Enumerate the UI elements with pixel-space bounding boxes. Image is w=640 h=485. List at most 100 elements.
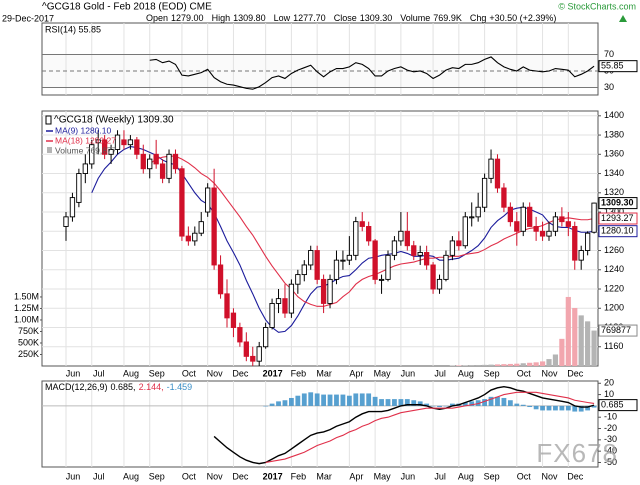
- candle-body: [230, 312, 237, 328]
- histogram-bar: [276, 401, 281, 406]
- histogram-bar: [321, 394, 326, 406]
- candle-body: [436, 278, 443, 290]
- candle-body: [282, 298, 288, 314]
- histogram-bar: [308, 392, 314, 406]
- x-tick-label: Oct: [517, 368, 532, 378]
- candle-body: [346, 254, 353, 261]
- histogram-bar: [578, 405, 584, 412]
- y-tick-label: 1240: [604, 264, 624, 274]
- histogram-bar: [482, 399, 487, 406]
- candle-body: [488, 158, 494, 179]
- volume-bar: [469, 365, 475, 366]
- rsi-line: [149, 56, 595, 90]
- x-tick-label: Oct: [182, 368, 197, 378]
- x-tick-label: Feb: [291, 471, 307, 481]
- x-tick-label: Mar: [316, 471, 332, 481]
- volume-bar: [546, 359, 552, 366]
- watermark: FX678: [536, 438, 618, 468]
- candle-body: [533, 226, 539, 232]
- quote-label: Low: [274, 13, 291, 23]
- x-tick-label: Sep: [484, 368, 500, 378]
- y-tick-label: -40: [604, 446, 617, 456]
- y-tick-label: -20: [604, 423, 617, 433]
- volume-bar: [456, 365, 462, 366]
- macd-line: [213, 385, 595, 465]
- candle-body: [301, 264, 307, 276]
- panel-label: MACD(12,26,9) 0.685, 2.144, -1.459: [45, 382, 192, 392]
- x-tick-label: Jul: [93, 368, 105, 378]
- y-tick-label: 70: [604, 49, 614, 59]
- histogram-bar: [327, 394, 333, 406]
- candle-body: [320, 278, 327, 304]
- quote-label: High: [212, 13, 231, 23]
- histogram-bar: [507, 400, 513, 406]
- moving-average: [149, 155, 595, 307]
- value-box: [598, 60, 638, 73]
- x-tick-label: Jun: [66, 368, 81, 378]
- x-tick-label: Apr: [349, 368, 363, 378]
- histogram-bar: [379, 399, 384, 406]
- candle-body: [114, 134, 121, 150]
- candle-body: [404, 230, 410, 247]
- quote-date: 29-Dec-2017: [2, 13, 54, 23]
- histogram-bar: [565, 405, 571, 411]
- x-tick-label: Jul: [434, 368, 446, 378]
- histogram-bar: [572, 405, 578, 412]
- candle-body: [172, 153, 179, 170]
- histogram-bar: [411, 400, 417, 406]
- panel-frame: [41, 380, 599, 468]
- histogram-bar: [334, 394, 339, 406]
- y-tick-label: 1260: [604, 245, 624, 255]
- histogram-bar: [353, 393, 359, 406]
- quote-line: Open 1279.00 High 1309.80 Low 1277.70 Close 130…: [146, 13, 556, 23]
- x-tick-label: Sep: [149, 368, 165, 378]
- quote-label: Chg: [470, 13, 487, 23]
- legend-title: MACD(12,26,9): [45, 382, 108, 392]
- x-tick-label: 2017: [263, 368, 283, 378]
- x-tick-label: Oct: [182, 471, 197, 481]
- value-box: [598, 324, 638, 337]
- candle-body: [127, 139, 134, 146]
- volume-bar: [527, 362, 533, 366]
- value-box: [598, 212, 638, 225]
- volume-bar: [552, 354, 559, 366]
- x-tick-label: May: [374, 471, 392, 481]
- candle-body: [494, 158, 501, 189]
- quote-label: Open: [146, 13, 168, 23]
- candle-body: [82, 163, 88, 174]
- candle-body: [520, 206, 526, 232]
- candle-body: [475, 206, 481, 218]
- legend-icon: [45, 115, 52, 125]
- histogram-bar: [282, 400, 288, 406]
- volume-tick-label: 250K: [18, 349, 39, 359]
- candle-body: [166, 153, 172, 179]
- quote-label: Close: [334, 13, 357, 23]
- candle-body: [565, 221, 571, 227]
- y-tick-label: 1360: [604, 149, 624, 159]
- value-box-label: 55.85: [601, 61, 624, 71]
- histogram-bar: [559, 405, 565, 411]
- x-tick-label: Feb: [291, 368, 307, 378]
- candle-body: [295, 274, 301, 285]
- histogram-bar: [424, 403, 430, 406]
- candle-body: [192, 232, 198, 242]
- histogram-bar: [340, 394, 346, 406]
- x-tick-label: Sep: [484, 471, 500, 481]
- histogram-bar: [385, 399, 391, 406]
- volume-tick-label: 1.50M: [14, 291, 39, 301]
- volume-bar: [520, 363, 526, 366]
- histogram-bar: [398, 399, 404, 406]
- legend-entry: 2.144,: [139, 382, 164, 392]
- value-box: [598, 399, 638, 412]
- quote-value: 1309.80: [233, 13, 266, 23]
- histogram-bar: [501, 397, 507, 406]
- x-tick-label: Oct: [517, 471, 532, 481]
- y-tick-label: 1160: [604, 341, 623, 351]
- candle-body: [501, 187, 507, 208]
- x-tick-label: Nov: [542, 368, 559, 378]
- value-box: [598, 225, 638, 238]
- candle-body: [359, 221, 365, 227]
- histogram-bar: [404, 399, 410, 406]
- panel-frame: [41, 110, 599, 367]
- histogram-bar: [314, 393, 320, 406]
